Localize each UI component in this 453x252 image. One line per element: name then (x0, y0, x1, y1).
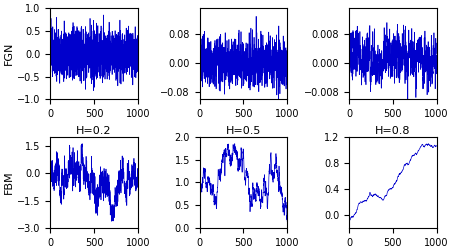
Title: H=0.8: H=0.8 (375, 126, 410, 136)
Y-axis label: FGN: FGN (4, 42, 14, 66)
Y-axis label: FBM: FBM (4, 171, 14, 194)
Title: H=0.2: H=0.2 (76, 126, 112, 136)
Title: H=0.5: H=0.5 (226, 126, 261, 136)
